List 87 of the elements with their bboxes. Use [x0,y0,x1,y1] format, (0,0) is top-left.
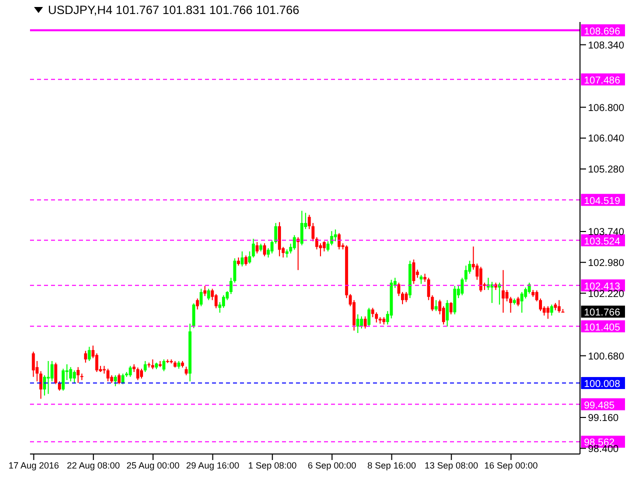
x-tick-label: 1 Sep 08:00 [248,460,297,470]
candlestick [558,300,561,314]
y-tick-label: 106.040 [588,134,625,145]
candlestick [72,370,76,384]
candlestick [240,250,244,267]
candlestick [69,366,72,382]
candlestick [404,292,408,303]
candlestick [62,368,65,392]
candlestick [561,308,564,313]
chart-title: USDJPY,H4 101.767 101.831 101.766 101.766 [48,3,300,17]
candlestick [128,365,132,378]
candlestick [88,346,91,362]
candlestick [76,366,80,384]
candlestick [248,250,252,264]
x-tick-label: 8 Sep 16:00 [367,460,416,470]
candlestick [338,232,341,250]
x-tick-label: 29 Aug 16:00 [186,460,240,470]
y-tick-label: 99.160 [588,413,620,424]
x-tick-label: 22 Aug 08:00 [66,460,120,470]
candlestick [203,285,206,297]
text: 101.766 [584,308,621,319]
ref-line-label: 104.519 [584,196,621,207]
ref-line-label: 101.405 [584,322,621,334]
candlestick [263,242,266,257]
x-tick-label: 25 Aug 00:00 [126,460,180,470]
y-tick-label: 102.980 [588,258,625,269]
candlestick [140,368,143,379]
candlestick [374,312,378,323]
candlestick [550,304,554,316]
candlestick [520,292,524,314]
candlestick [84,350,88,364]
candlestick [446,300,449,328]
x-tick-label: 17 Aug 2016 [8,460,60,470]
x-tick-label: 16 Sep 00:00 [484,460,538,470]
candlestick [453,285,456,315]
y-tick-label: 102.220 [588,288,625,300]
candlestick [356,314,360,334]
candlestick [256,242,259,254]
candlestick [46,360,50,394]
candlestick [427,277,430,301]
candlestick [136,367,140,381]
candlestick [516,296,520,307]
candlestick [367,307,370,328]
candlestick [460,277,464,296]
candlestick [371,307,374,318]
candlestick [502,270,505,314]
y-tick-label: 108.340 [588,40,625,52]
y-tick-label: 105.280 [588,164,625,176]
candlestick [222,294,226,308]
candlestick [196,298,199,310]
candlestick [121,373,124,385]
candlestick [114,374,117,387]
candlestick [449,302,452,315]
candlestick [95,352,98,372]
candlestick [479,266,482,292]
candlestick [162,358,166,372]
candlestick [200,288,203,307]
ref-line-label: 103.524 [584,236,621,248]
candlestick [151,358,154,370]
candlestick [39,370,42,400]
candlestick [32,351,35,378]
candlestick [118,373,121,385]
x-tick-label: 6 Sep 00:00 [308,460,356,470]
candlestick [58,380,61,392]
candlestick [43,374,46,396]
ref-line-label: 107.486 [584,75,621,86]
candlestick [546,306,550,320]
candlestick [364,316,367,330]
y-tick-label: 100.680 [588,351,625,362]
candlestick [434,300,438,312]
candlestick [292,234,296,250]
ref-line-label: 100.008 [584,379,621,390]
candlestick [360,316,363,330]
candlestick [106,368,110,382]
candlestick [300,210,304,246]
candlestick [244,254,248,266]
ref-line-label: 108.696 [584,26,621,38]
candlestick [144,360,147,372]
candlestick [54,362,58,385]
x-tick-label: 13 Sep 08:00 [424,460,478,470]
candlestick [207,288,210,301]
y-tick-label: 106.800 [588,102,625,114]
candlestick [278,222,281,257]
candlestick [252,238,255,258]
candlestick [412,259,416,284]
ref-line-label: 99.485 [584,400,616,412]
candlestick [430,294,434,312]
